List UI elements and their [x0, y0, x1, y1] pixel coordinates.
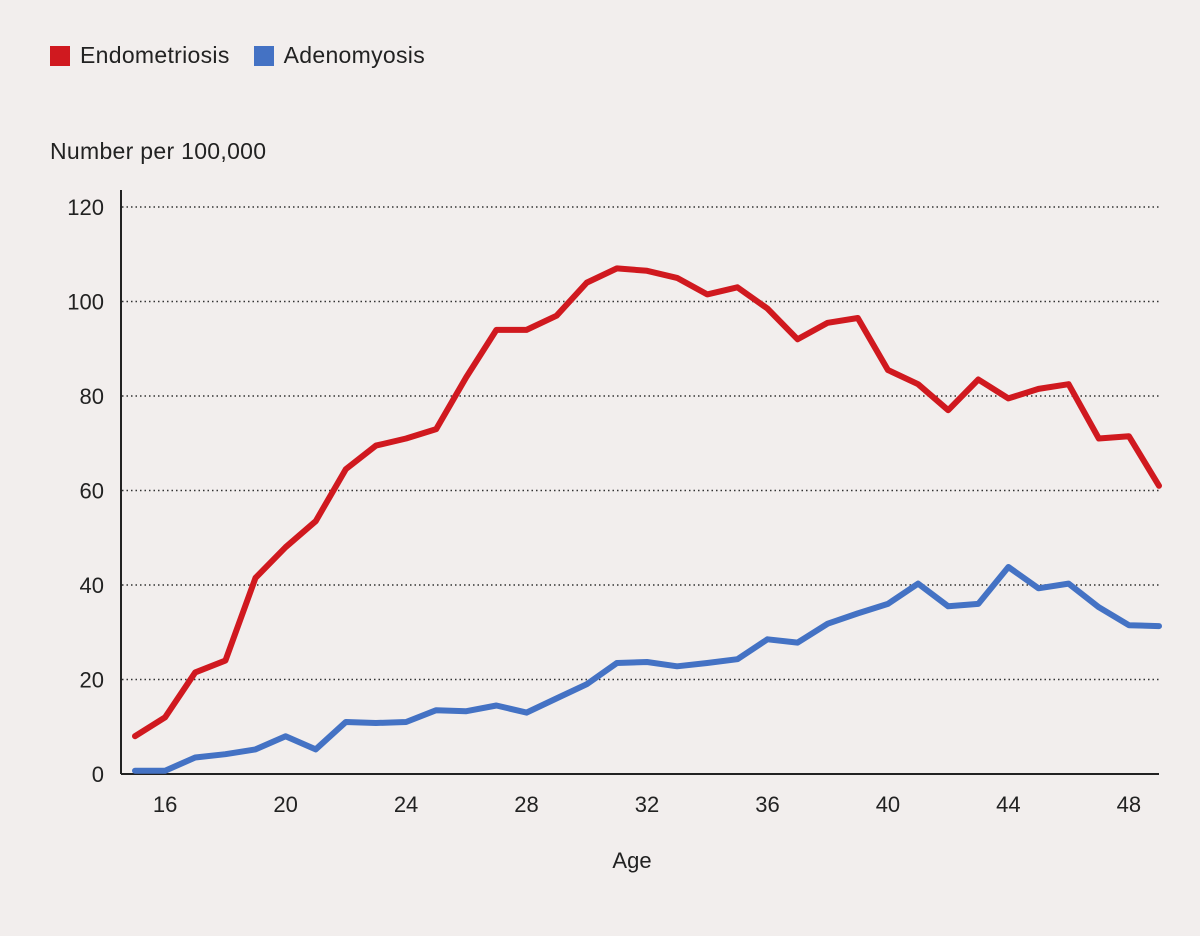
series-lines — [132, 265, 1162, 774]
axes — [120, 190, 1159, 775]
series-line-endometriosis — [132, 265, 1162, 740]
gridlines — [122, 206, 1159, 681]
x-tick-label: 48 — [1117, 792, 1141, 817]
x-tick-label: 36 — [755, 792, 779, 817]
x-tick-label: 20 — [273, 792, 297, 817]
y-tick-label: 0 — [92, 762, 104, 787]
legend-label-adenomyosis: Adenomyosis — [283, 42, 426, 68]
legend-item-adenomyosis: Adenomyosis — [253, 42, 426, 69]
legend-label-endometriosis: Endometriosis — [80, 42, 230, 68]
y-tick-label: 20 — [80, 668, 104, 693]
y-tick-label: 60 — [80, 479, 104, 504]
x-tick-label: 44 — [996, 792, 1020, 817]
y-tick-label: 80 — [80, 384, 104, 409]
x-tick-label: 28 — [514, 792, 538, 817]
x-axis-label: Age — [612, 848, 651, 873]
x-tick-label: 16 — [153, 792, 177, 817]
y-tick-label: 100 — [67, 290, 104, 315]
legend-swatch-endometriosis — [50, 45, 70, 66]
y-tick-label: 40 — [80, 573, 104, 598]
series-line-adenomyosis — [132, 564, 1162, 774]
tick-labels: 0 20 40 60 80 100 120 16 20 24 28 32 36 40 44 48 — [67, 195, 1141, 817]
legend-item-endometriosis: Endometriosis — [50, 42, 230, 69]
x-tick-label: 40 — [876, 792, 900, 817]
x-tick-label: 32 — [635, 792, 659, 817]
x-tick-label: 24 — [394, 792, 418, 817]
y-axis-label: Number per 100,000 — [50, 138, 267, 164]
legend: Endometriosis Adenomyosis — [50, 42, 449, 69]
y-tick-label: 120 — [67, 195, 104, 220]
legend-swatch-adenomyosis — [253, 45, 274, 66]
